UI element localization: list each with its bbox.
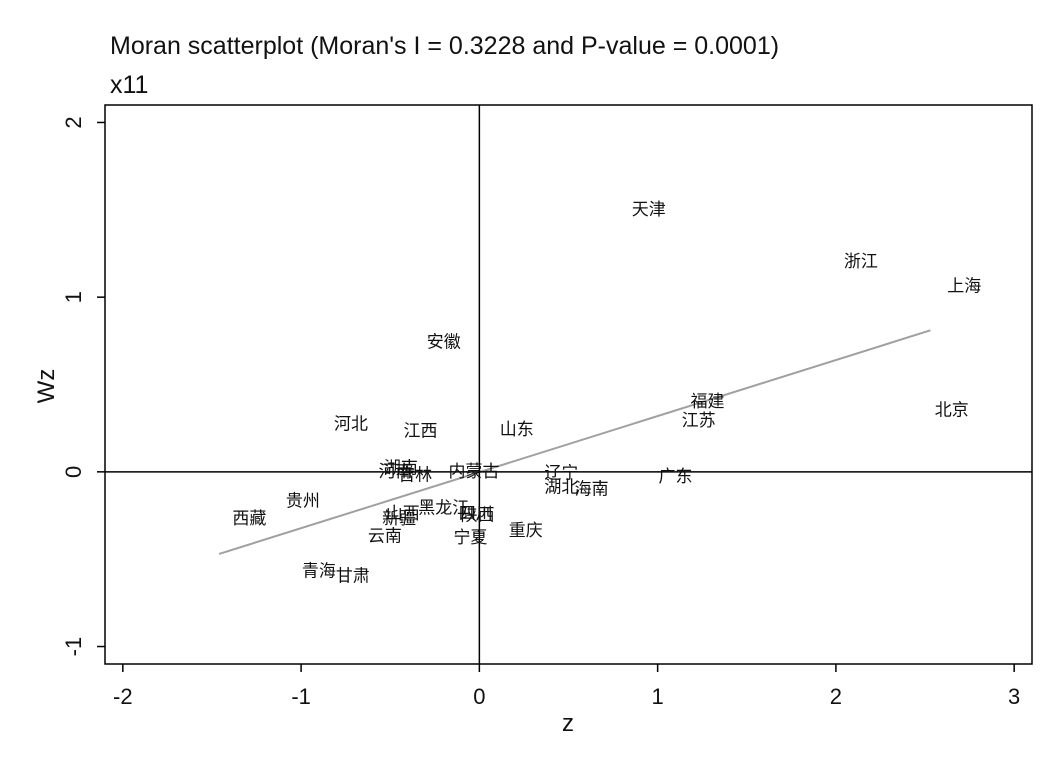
point-label: 浙江: [844, 252, 878, 272]
x-tick-label: 0: [473, 684, 485, 709]
point-label: 宁夏: [453, 528, 487, 548]
plot-frame: [104, 104, 1033, 665]
chart-subtitle: x11: [110, 71, 149, 99]
point-label: 陕西: [461, 506, 495, 526]
point-label: 江苏: [682, 411, 716, 431]
point-label: 安徽: [427, 333, 461, 353]
point-label: 甘肃: [336, 567, 370, 587]
y-tick-label: 1: [61, 291, 86, 303]
point-label: 黑龙江: [418, 499, 469, 519]
point-label: 广东: [658, 467, 692, 487]
x-axis-label: z: [562, 710, 574, 737]
point-label: 重庆: [509, 521, 543, 541]
fit-line: [218, 329, 931, 555]
point-label: 湖北: [544, 478, 578, 498]
point-label: 西藏: [232, 509, 266, 529]
point-label: 云南: [368, 526, 402, 546]
y-tick-label: 2: [61, 116, 86, 128]
x-tick-label: -2: [113, 684, 133, 709]
y-tick-label: 0: [61, 466, 86, 478]
point-label: 贵州: [286, 492, 320, 512]
x-tick-label: 1: [652, 684, 664, 709]
y-tick-label: -1: [61, 637, 86, 657]
point-label: 新疆: [382, 509, 416, 529]
point-label: 江西: [404, 422, 438, 442]
point-label: 吉林: [398, 465, 432, 485]
chart-title: Moran scatterplot (Moran's I = 0.3228 an…: [110, 32, 780, 60]
point-label: 山东: [500, 420, 534, 440]
point-label: 河北: [334, 415, 368, 435]
x-tick-label: 3: [1008, 684, 1020, 709]
point-label: 四川: [459, 504, 493, 524]
point-label: 青海: [302, 561, 336, 581]
point-label: 天津: [632, 200, 666, 220]
point-label: 湖南: [384, 458, 418, 478]
point-label: 内蒙古: [449, 462, 500, 482]
point-label: 海南: [575, 479, 609, 499]
point-label: 北京: [935, 401, 969, 421]
point-label: 河南: [379, 462, 413, 482]
point-label: 福建: [691, 392, 725, 412]
point-label: 辽宁: [544, 464, 578, 484]
point-label: 上海: [947, 277, 981, 297]
point-label: 山西: [386, 504, 420, 524]
x-tick-label: 2: [830, 684, 842, 709]
x-tick-label: -1: [291, 684, 311, 709]
y-axis-label: Wz: [33, 369, 60, 404]
